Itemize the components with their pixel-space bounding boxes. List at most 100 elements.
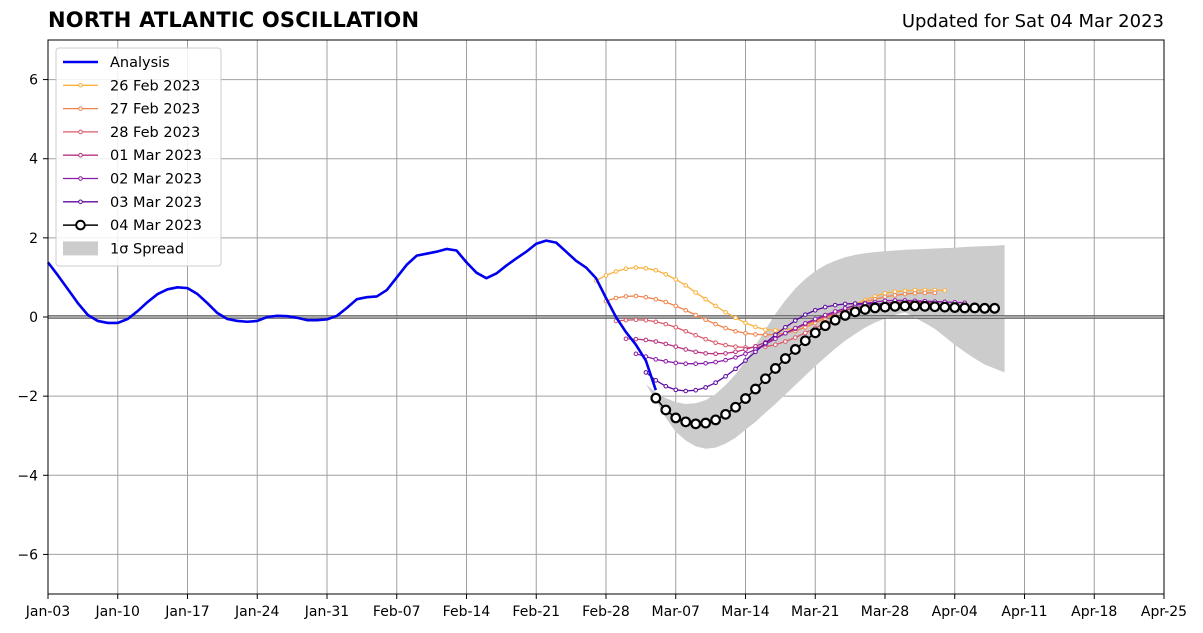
current-forecast-point xyxy=(949,302,961,313)
current-forecast-point xyxy=(680,416,692,428)
forecast-point xyxy=(733,366,738,372)
forecast-point xyxy=(653,268,659,273)
forecast-point xyxy=(743,347,748,352)
current-forecast-point xyxy=(879,301,891,313)
forecast-point xyxy=(643,294,649,300)
forecast-point xyxy=(822,312,828,318)
forecast-point xyxy=(683,307,689,313)
forecast-point xyxy=(673,344,679,349)
forecast-point xyxy=(723,351,728,356)
forecast-point xyxy=(613,269,619,274)
x-tick-label: Jan-17 xyxy=(164,604,209,620)
forecast-point xyxy=(892,289,898,294)
forecast-point xyxy=(623,294,629,299)
forecast-point xyxy=(753,332,758,337)
forecast-point xyxy=(683,283,689,288)
forecast-point xyxy=(783,330,788,336)
forecast-point xyxy=(663,383,669,389)
forecast-point xyxy=(623,317,629,323)
forecast-point xyxy=(663,359,669,364)
forecast-point xyxy=(733,344,738,349)
x-tick-label: Mar-14 xyxy=(721,604,769,620)
y-tick-label: 4 xyxy=(29,152,38,168)
x-tick-label: Jan-31 xyxy=(304,604,349,620)
current-forecast-point xyxy=(700,417,712,429)
forecast-point xyxy=(703,336,708,342)
forecast-point xyxy=(673,324,679,330)
forecast-point xyxy=(633,293,639,299)
current-forecast-point xyxy=(959,302,971,314)
forecast-point xyxy=(633,351,639,357)
x-tick-label: Jan-10 xyxy=(95,604,140,620)
forecast-point xyxy=(673,277,679,282)
forecast-line-4 xyxy=(635,299,965,365)
forecast-point xyxy=(673,360,679,366)
forecast-point xyxy=(693,312,698,318)
forecast-point xyxy=(703,296,708,302)
current-forecast-point xyxy=(789,344,801,355)
current-forecast-point xyxy=(989,302,1001,314)
legend-swatch-spread xyxy=(63,241,98,256)
forecast-point xyxy=(763,332,768,338)
x-tick-label: Mar-21 xyxy=(791,604,839,620)
legend-label: Analysis xyxy=(110,55,170,71)
forecast-point xyxy=(723,357,728,363)
legend-marker-forecast xyxy=(78,129,83,135)
forecast-point xyxy=(723,342,728,348)
forecast-point xyxy=(832,302,838,308)
current-forecast-point xyxy=(650,392,662,404)
forecast-point xyxy=(882,290,888,296)
forecast-point xyxy=(942,288,948,293)
forecast-point xyxy=(723,374,728,379)
forecast-point xyxy=(773,328,778,333)
forecast-point xyxy=(902,291,908,297)
forecast-point xyxy=(683,328,689,334)
current-forecast-point xyxy=(710,414,722,426)
forecast-point xyxy=(793,318,798,323)
forecast-point xyxy=(713,303,718,309)
forecast-point xyxy=(793,325,798,331)
legend-label: 04 Mar 2023 xyxy=(110,218,202,234)
forecast-point xyxy=(693,387,698,393)
forecast-point xyxy=(922,290,928,296)
forecast-point xyxy=(723,309,728,315)
forecast-point xyxy=(643,317,649,323)
current-forecast-point xyxy=(979,302,991,314)
forecast-point xyxy=(693,332,698,338)
forecast-point xyxy=(703,385,708,390)
forecast-point xyxy=(643,370,649,375)
forecast-point xyxy=(743,358,748,363)
forecast-point xyxy=(693,349,698,355)
forecast-point xyxy=(842,301,848,307)
forecast-point xyxy=(643,266,649,271)
forecast-point xyxy=(643,337,649,343)
forecast-point xyxy=(832,309,838,314)
current-forecast-point xyxy=(720,408,731,420)
forecast-point xyxy=(703,360,708,366)
current-forecast-point xyxy=(750,383,761,395)
forecast-point xyxy=(932,290,938,296)
current-forecast-point xyxy=(889,300,901,312)
current-forecast-point xyxy=(899,300,911,312)
forecast-point xyxy=(892,292,898,298)
current-forecast-point xyxy=(670,412,682,424)
legend-label: 1σ Spread xyxy=(110,241,184,257)
forecast-point xyxy=(653,319,659,325)
x-tick-label: Feb-07 xyxy=(373,604,421,620)
current-forecast-point xyxy=(809,327,821,339)
current-forecast-point xyxy=(769,363,781,374)
forecast-point xyxy=(882,294,888,300)
legend-label: 01 Mar 2023 xyxy=(110,148,202,164)
current-forecast-point xyxy=(939,301,951,313)
forecast-point xyxy=(653,357,659,362)
x-tick-label: Jan-03 xyxy=(25,604,70,620)
current-forecast-point xyxy=(849,306,861,318)
legend-label: 26 Feb 2023 xyxy=(110,78,200,94)
y-tick-label: 6 xyxy=(29,73,38,89)
current-forecast-point xyxy=(919,300,931,312)
x-tick-label: Apr-25 xyxy=(1141,604,1187,620)
current-forecast-point xyxy=(819,320,831,332)
forecast-point xyxy=(812,307,818,313)
forecast-point xyxy=(773,342,778,348)
